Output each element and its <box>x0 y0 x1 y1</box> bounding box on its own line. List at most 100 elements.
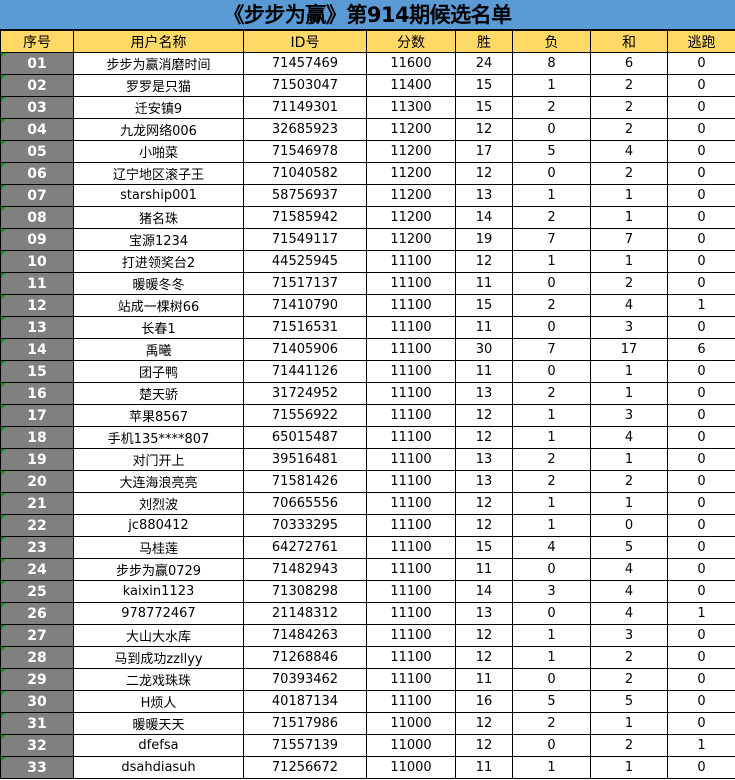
cell-index[interactable]: 13 <box>0 316 74 339</box>
col-username[interactable]: 用户名称 <box>73 30 244 53</box>
col-losses[interactable]: 负 <box>512 30 591 53</box>
cell-wins[interactable]: 15 <box>455 536 513 559</box>
cell-draws[interactable]: 1 <box>590 206 668 229</box>
cell-draws[interactable]: 1 <box>590 492 668 515</box>
cell-index[interactable]: 06 <box>0 162 74 185</box>
cell-escapes[interactable]: 0 <box>667 712 735 735</box>
cell-score[interactable]: 11100 <box>366 272 456 295</box>
cell-index[interactable]: 14 <box>0 338 74 361</box>
cell-losses[interactable]: 1 <box>512 514 591 537</box>
cell-draws[interactable]: 4 <box>590 602 668 625</box>
cell-draws[interactable]: 1 <box>590 712 668 735</box>
cell-escapes[interactable]: 0 <box>667 118 735 141</box>
cell-escapes[interactable]: 0 <box>667 228 735 251</box>
cell-index[interactable]: 21 <box>0 492 74 515</box>
cell-id[interactable]: 70333295 <box>243 514 367 537</box>
cell-losses[interactable]: 0 <box>512 734 591 757</box>
cell-escapes[interactable]: 0 <box>667 140 735 163</box>
cell-username[interactable]: 楚天骄 <box>73 382 244 405</box>
cell-index[interactable]: 28 <box>0 646 74 669</box>
cell-wins[interactable]: 12 <box>455 734 513 757</box>
cell-losses[interactable]: 2 <box>512 470 591 493</box>
cell-losses[interactable]: 2 <box>512 382 591 405</box>
cell-id[interactable]: 71516531 <box>243 316 367 339</box>
cell-wins[interactable]: 17 <box>455 140 513 163</box>
cell-username[interactable]: 978772467 <box>73 602 244 625</box>
cell-draws[interactable]: 4 <box>590 580 668 603</box>
cell-id[interactable]: 71441126 <box>243 360 367 383</box>
cell-escapes[interactable]: 1 <box>667 602 735 625</box>
cell-id[interactable]: 71517137 <box>243 272 367 295</box>
cell-losses[interactable]: 8 <box>512 52 591 75</box>
cell-draws[interactable]: 1 <box>590 382 668 405</box>
cell-escapes[interactable]: 0 <box>667 360 735 383</box>
cell-escapes[interactable]: 0 <box>667 690 735 713</box>
cell-index[interactable]: 18 <box>0 426 74 449</box>
cell-score[interactable]: 11100 <box>366 360 456 383</box>
cell-index[interactable]: 07 <box>0 184 74 207</box>
cell-username[interactable]: 团子鸭 <box>73 360 244 383</box>
cell-index[interactable]: 20 <box>0 470 74 493</box>
cell-escapes[interactable]: 0 <box>667 272 735 295</box>
cell-escapes[interactable]: 0 <box>667 492 735 515</box>
cell-score[interactable]: 11100 <box>366 514 456 537</box>
cell-draws[interactable]: 2 <box>590 668 668 691</box>
cell-index[interactable]: 23 <box>0 536 74 559</box>
cell-index[interactable]: 09 <box>0 228 74 251</box>
cell-wins[interactable]: 12 <box>455 426 513 449</box>
cell-username[interactable]: 禹曦 <box>73 338 244 361</box>
cell-escapes[interactable]: 0 <box>667 206 735 229</box>
cell-id[interactable]: 71256672 <box>243 756 367 779</box>
cell-draws[interactable]: 2 <box>590 470 668 493</box>
cell-score[interactable]: 11100 <box>366 338 456 361</box>
cell-username[interactable]: 猪名珠 <box>73 206 244 229</box>
cell-draws[interactable]: 17 <box>590 338 668 361</box>
cell-index[interactable]: 15 <box>0 360 74 383</box>
cell-id[interactable]: 71549117 <box>243 228 367 251</box>
cell-wins[interactable]: 13 <box>455 470 513 493</box>
col-score[interactable]: 分数 <box>366 30 456 53</box>
cell-escapes[interactable]: 6 <box>667 338 735 361</box>
cell-wins[interactable]: 30 <box>455 338 513 361</box>
cell-losses[interactable]: 1 <box>512 756 591 779</box>
cell-username[interactable]: 马到成功zzllyy <box>73 646 244 669</box>
cell-losses[interactable]: 2 <box>512 448 591 471</box>
cell-id[interactable]: 39516481 <box>243 448 367 471</box>
cell-username[interactable]: 刘烈波 <box>73 492 244 515</box>
cell-id[interactable]: 71503047 <box>243 74 367 97</box>
cell-losses[interactable]: 2 <box>512 96 591 119</box>
cell-escapes[interactable]: 0 <box>667 316 735 339</box>
cell-id[interactable]: 40187134 <box>243 690 367 713</box>
cell-username[interactable]: 打进领奖台2 <box>73 250 244 273</box>
cell-username[interactable]: 小啪菜 <box>73 140 244 163</box>
cell-index[interactable]: 31 <box>0 712 74 735</box>
cell-wins[interactable]: 12 <box>455 250 513 273</box>
cell-wins[interactable]: 12 <box>455 118 513 141</box>
cell-escapes[interactable]: 0 <box>667 646 735 669</box>
cell-wins[interactable]: 15 <box>455 74 513 97</box>
cell-score[interactable]: 11200 <box>366 206 456 229</box>
cell-username[interactable]: dfefsa <box>73 734 244 757</box>
cell-losses[interactable]: 0 <box>512 272 591 295</box>
cell-escapes[interactable]: 0 <box>667 382 735 405</box>
cell-score[interactable]: 11100 <box>366 316 456 339</box>
cell-id[interactable]: 71410790 <box>243 294 367 317</box>
cell-index[interactable]: 12 <box>0 294 74 317</box>
cell-username[interactable]: 暖暖天天 <box>73 712 244 735</box>
cell-index[interactable]: 29 <box>0 668 74 691</box>
cell-score[interactable]: 11100 <box>366 690 456 713</box>
cell-draws[interactable]: 2 <box>590 96 668 119</box>
cell-index[interactable]: 10 <box>0 250 74 273</box>
cell-draws[interactable]: 1 <box>590 184 668 207</box>
cell-score[interactable]: 11100 <box>366 624 456 647</box>
col-id[interactable]: ID号 <box>243 30 367 53</box>
cell-draws[interactable]: 2 <box>590 272 668 295</box>
cell-draws[interactable]: 1 <box>590 250 668 273</box>
cell-escapes[interactable]: 0 <box>667 756 735 779</box>
cell-score[interactable]: 11300 <box>366 96 456 119</box>
cell-id[interactable]: 71268846 <box>243 646 367 669</box>
cell-draws[interactable]: 0 <box>590 514 668 537</box>
cell-id[interactable]: 32685923 <box>243 118 367 141</box>
cell-score[interactable]: 11400 <box>366 74 456 97</box>
cell-losses[interactable]: 7 <box>512 338 591 361</box>
